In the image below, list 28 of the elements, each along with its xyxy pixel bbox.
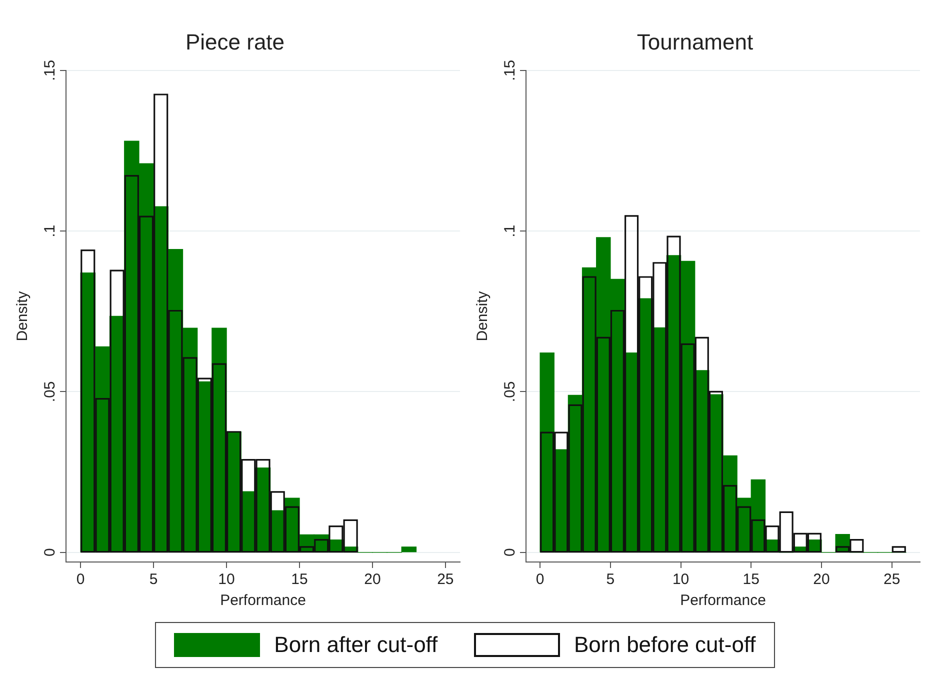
- chart-title: Tournament: [636, 29, 754, 54]
- x-tick-label: 10: [672, 571, 690, 588]
- x-tick-label: 25: [437, 571, 454, 588]
- x-tick-label: 5: [606, 571, 615, 588]
- x-tick-label: 20: [364, 571, 381, 588]
- legend-label: Born before cut-off: [574, 632, 756, 658]
- y-tick-label: 0: [42, 548, 59, 557]
- legend-label: Born after cut-off: [274, 632, 438, 658]
- chart-title: Piece rate: [185, 29, 285, 54]
- x-tick-label: 15: [742, 571, 760, 588]
- x-tick-label: 0: [536, 571, 544, 588]
- y-tick-label: .15: [42, 60, 59, 81]
- x-tick-label: 5: [149, 571, 158, 588]
- y-tick-label: .1: [42, 224, 59, 238]
- y-axis-title: Density: [14, 290, 32, 342]
- x-axis-title: Performance: [220, 592, 306, 610]
- x-tick-label: 0: [76, 571, 85, 588]
- x-tick-label: 20: [813, 571, 830, 588]
- x-tick-label: 10: [218, 571, 235, 588]
- y-tick-label: 0: [502, 548, 519, 557]
- x-tick-label: 15: [291, 571, 308, 588]
- y-tick-label: .1: [502, 224, 519, 238]
- y-axis-title: Density: [474, 290, 492, 342]
- y-tick-label: .05: [502, 381, 519, 402]
- x-tick-label: 25: [884, 571, 900, 588]
- y-tick-label: .05: [42, 381, 59, 402]
- y-tick-label: .15: [502, 60, 519, 81]
- x-axis-title: Performance: [680, 592, 766, 610]
